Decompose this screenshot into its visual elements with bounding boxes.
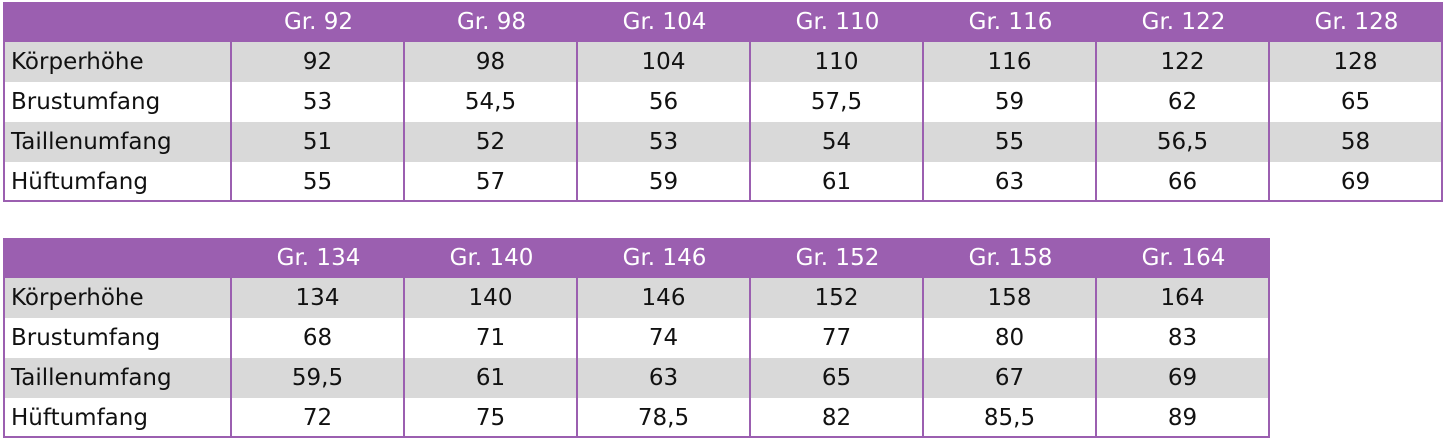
column-header: Gr. 146 [578,238,751,278]
table-cell: 69 [1097,358,1270,398]
column-header: Gr. 104 [578,2,751,42]
table-cell: 72 [232,398,405,438]
table-cell: 63 [924,162,1097,202]
table-cell: 98 [405,42,578,82]
table-cell: 56,5 [1097,122,1270,162]
row-label: Brustumfang [3,82,232,122]
table-cell: 59 [924,82,1097,122]
table-cell: 55 [232,162,405,202]
row-label: Taillenumfang [3,358,232,398]
column-header: Gr. 134 [232,238,405,278]
table-cell: 164 [1097,278,1270,318]
table-cell: 110 [751,42,924,82]
table-cell: 59 [578,162,751,202]
table-cell: 51 [232,122,405,162]
row-label: Körperhöhe [3,42,232,82]
table-cell: 66 [1097,162,1270,202]
table-cell: 128 [1270,42,1443,82]
row-label: Hüftumfang [3,162,232,202]
table-cell: 140 [405,278,578,318]
table-cell: 85,5 [924,398,1097,438]
table-cell: 58 [1270,122,1443,162]
table-cell: 54 [751,122,924,162]
table-cell: 104 [578,42,751,82]
table-cell: 75 [405,398,578,438]
row-label: Taillenumfang [3,122,232,162]
table-cell: 146 [578,278,751,318]
table-cell: 67 [924,358,1097,398]
table-cell: 61 [751,162,924,202]
table-cell: 116 [924,42,1097,82]
table-cell: 77 [751,318,924,358]
column-header: Gr. 122 [1097,2,1270,42]
table-cell: 63 [578,358,751,398]
row-label: Körperhöhe [3,278,232,318]
table-cell: 62 [1097,82,1270,122]
table-cell: 80 [924,318,1097,358]
table-frame [3,238,1270,438]
table-cell: 53 [232,82,405,122]
column-header: Gr. 164 [1097,238,1270,278]
table-cell: 57 [405,162,578,202]
table-cell: 71 [405,318,578,358]
table-cell: 74 [578,318,751,358]
column-header: Gr. 152 [751,238,924,278]
table-cell: 54,5 [405,82,578,122]
table-frame [3,2,1443,202]
table-cell: 53 [578,122,751,162]
table-cell: 134 [232,278,405,318]
table-cell: 57,5 [751,82,924,122]
table-cell: 59,5 [232,358,405,398]
table-cell: 82 [751,398,924,438]
table-cell: 65 [751,358,924,398]
table-cell: 68 [232,318,405,358]
column-header: Gr. 92 [232,2,405,42]
table-cell: 55 [924,122,1097,162]
table-cell: 56 [578,82,751,122]
table-cell: 122 [1097,42,1270,82]
column-header: Gr. 158 [924,238,1097,278]
column-header: Gr. 98 [405,2,578,42]
column-header: Gr. 116 [924,2,1097,42]
table-cell: 92 [232,42,405,82]
column-header: Gr. 110 [751,2,924,42]
table-cell: 158 [924,278,1097,318]
table-cell: 152 [751,278,924,318]
column-header: Gr. 140 [405,238,578,278]
table-cell: 61 [405,358,578,398]
table-cell: 52 [405,122,578,162]
column-header: Gr. 128 [1270,2,1443,42]
row-label: Hüftumfang [3,398,232,438]
table-cell: 78,5 [578,398,751,438]
row-label: Brustumfang [3,318,232,358]
